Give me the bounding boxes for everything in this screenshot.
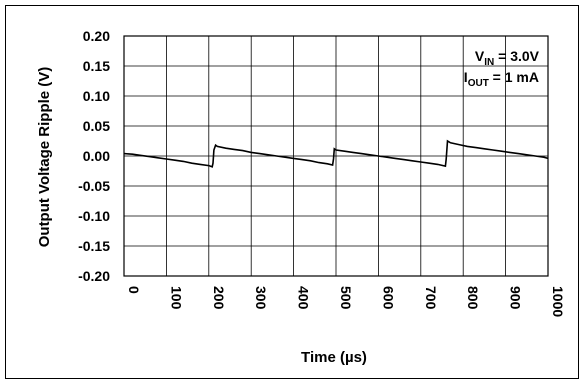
x-tick-label: 900: [508, 286, 524, 310]
x-tick-label: 100: [168, 286, 184, 310]
y-tick-label: -0.20: [78, 268, 110, 284]
x-tick-label: 200: [211, 286, 227, 310]
x-tick-label: 400: [296, 286, 312, 310]
iout-annotation: IOUT = 1 mA: [464, 69, 539, 89]
vin-annotation: VIN = 3.0V: [475, 48, 540, 68]
y-tick-label: -0.05: [78, 178, 110, 194]
y-tick-label: 0.10: [83, 88, 110, 104]
grid: [124, 36, 548, 276]
x-tick-label: 1000: [550, 286, 566, 317]
y-tick-label: 0.00: [83, 148, 110, 164]
x-tick-label: 600: [380, 286, 396, 310]
plot-area-border: [123, 35, 549, 277]
ripple-trace: [123, 139, 549, 168]
y-tick-label: 0.15: [83, 58, 110, 74]
x-tick-label: 300: [253, 286, 269, 310]
x-axis-label: Time (µs): [301, 349, 367, 366]
x-tick-label: 500: [338, 286, 354, 310]
x-tick-label: 800: [465, 286, 481, 310]
y-tick-label: 0.20: [83, 28, 110, 44]
x-tick-label: 0: [126, 286, 142, 294]
chart-frame: [5, 5, 579, 379]
y-tick-label: 0.05: [83, 118, 110, 134]
x-tick-label: 700: [423, 286, 439, 310]
y-tick-labels: 0.20 0.15 0.10 0.05 0.00 -0.05 -0.10 -0.15 -0.20: [78, 28, 110, 284]
x-tick-labels: 0 100 200 300 400 500 600 700 800 900 1000: [126, 286, 566, 317]
y-tick-label: -0.15: [78, 238, 110, 254]
condition-annotation: VIN = 3.0V IOUT = 1 mA: [464, 48, 540, 89]
y-axis-label: Output Voltage Ripple (V): [36, 67, 53, 248]
y-tick-label: -0.10: [78, 208, 110, 224]
